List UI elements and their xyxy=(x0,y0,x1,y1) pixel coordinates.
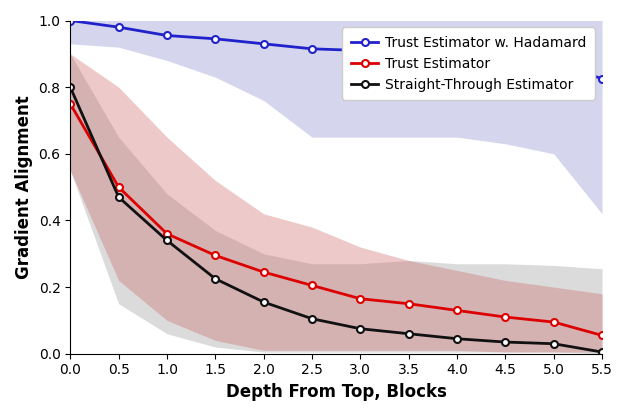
Straight-Through Estimator xyxy=(260,300,268,305)
Straight-Through Estimator xyxy=(598,349,606,354)
Line: Trust Estimator w. Hadamard: Trust Estimator w. Hadamard xyxy=(67,17,605,82)
Trust Estimator xyxy=(260,270,268,275)
Trust Estimator w. Hadamard xyxy=(308,46,316,51)
Trust Estimator xyxy=(453,308,461,313)
Trust Estimator xyxy=(212,253,219,258)
Trust Estimator w. Hadamard xyxy=(115,25,122,30)
Straight-Through Estimator xyxy=(308,316,316,321)
Trust Estimator xyxy=(598,333,606,338)
Trust Estimator w. Hadamard xyxy=(550,59,558,64)
Trust Estimator w. Hadamard xyxy=(163,33,171,38)
Straight-Through Estimator xyxy=(453,336,461,341)
Trust Estimator w. Hadamard xyxy=(453,53,461,58)
Line: Trust Estimator: Trust Estimator xyxy=(67,100,605,339)
Trust Estimator w. Hadamard xyxy=(598,76,606,81)
Line: Straight-Through Estimator: Straight-Through Estimator xyxy=(67,84,605,356)
Straight-Through Estimator xyxy=(163,238,171,243)
Trust Estimator xyxy=(67,102,74,106)
Trust Estimator xyxy=(115,185,122,190)
Trust Estimator w. Hadamard xyxy=(212,36,219,41)
Straight-Through Estimator xyxy=(550,341,558,346)
Trust Estimator w. Hadamard xyxy=(405,50,413,54)
Y-axis label: Gradient Alignment: Gradient Alignment xyxy=(15,95,33,279)
Straight-Through Estimator xyxy=(502,339,509,344)
Trust Estimator w. Hadamard xyxy=(357,48,364,53)
Straight-Through Estimator xyxy=(212,276,219,281)
Legend: Trust Estimator w. Hadamard, Trust Estimator, Straight-Through Estimator: Trust Estimator w. Hadamard, Trust Estim… xyxy=(342,27,595,100)
Straight-Through Estimator xyxy=(67,84,74,89)
Trust Estimator w. Hadamard xyxy=(502,56,509,61)
Trust Estimator xyxy=(163,231,171,236)
Straight-Through Estimator xyxy=(115,195,122,200)
X-axis label: Depth From Top, Blocks: Depth From Top, Blocks xyxy=(225,383,447,401)
Trust Estimator xyxy=(550,319,558,324)
Trust Estimator xyxy=(502,314,509,319)
Straight-Through Estimator xyxy=(405,331,413,336)
Trust Estimator w. Hadamard xyxy=(67,18,74,23)
Straight-Through Estimator xyxy=(357,326,364,331)
Trust Estimator xyxy=(405,301,413,306)
Trust Estimator xyxy=(308,283,316,288)
Trust Estimator w. Hadamard xyxy=(260,41,268,46)
Trust Estimator xyxy=(357,296,364,301)
